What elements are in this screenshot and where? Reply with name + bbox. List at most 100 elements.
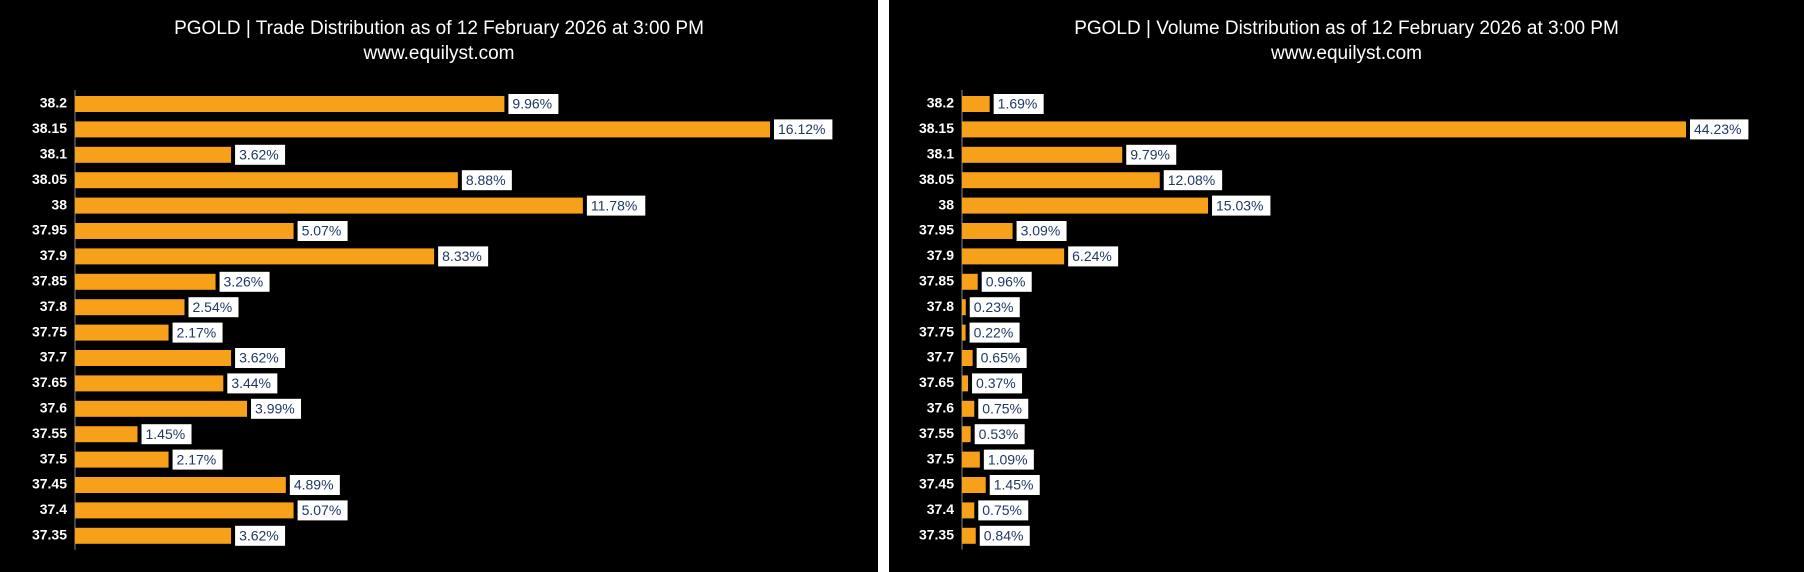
- data-label: 0.75%: [982, 401, 1022, 417]
- data-label-box: [1016, 221, 1067, 241]
- data-label-box: [1126, 144, 1177, 165]
- data-label-box: [1163, 170, 1223, 191]
- data-label: 4.89%: [294, 477, 334, 493]
- y-tick-label: 37.45: [32, 476, 67, 492]
- data-label: 2.54%: [193, 299, 233, 315]
- data-label: 3.62%: [239, 528, 279, 544]
- data-label: 0.37%: [976, 375, 1016, 391]
- data-label-box: [188, 297, 239, 318]
- data-label-box: [981, 271, 1032, 292]
- data-label-box: [979, 525, 1030, 546]
- y-tick-label: 37.75: [919, 323, 954, 339]
- data-label: 0.96%: [986, 274, 1026, 290]
- y-tick-label: 37.9: [40, 247, 67, 263]
- data-label: 1.09%: [988, 451, 1028, 467]
- data-label: 0.75%: [982, 502, 1022, 518]
- bar: [75, 502, 294, 519]
- bar: [962, 324, 966, 341]
- data-label-box: [586, 195, 646, 216]
- data-label: 2.17%: [177, 324, 217, 340]
- data-label: 16.12%: [778, 121, 825, 137]
- bar: [962, 223, 1013, 239]
- bar: [962, 400, 975, 417]
- y-tick-label: 37.8: [40, 298, 67, 314]
- y-tick-label: 37.7: [927, 349, 954, 365]
- bar: [75, 451, 169, 468]
- data-label-box: [235, 348, 286, 368]
- bar: [75, 248, 435, 265]
- data-label: 6.24%: [1072, 248, 1112, 264]
- y-tick-label: 37.95: [919, 222, 954, 238]
- bar: [75, 350, 232, 366]
- data-label: 3.62%: [239, 147, 279, 163]
- bar: [75, 223, 294, 239]
- data-label-box: [774, 119, 833, 140]
- data-label-box: [974, 424, 1025, 445]
- data-label: 44.23%: [1694, 121, 1741, 137]
- bar: [75, 146, 232, 163]
- data-label-box: [251, 398, 302, 419]
- bar: [962, 451, 980, 468]
- data-label: 2.17%: [177, 451, 217, 467]
- y-tick-label: 37.6: [40, 400, 67, 416]
- data-label: 5.07%: [302, 502, 342, 518]
- y-tick-label: 37.75: [32, 323, 67, 339]
- data-label-box: [297, 500, 348, 521]
- data-label: 8.33%: [442, 248, 482, 264]
- bar: [75, 273, 216, 290]
- bar: [75, 375, 224, 392]
- data-label: 0.23%: [974, 299, 1014, 315]
- y-tick-label: 37.55: [919, 425, 954, 441]
- y-tick-label: 37.65: [919, 374, 954, 390]
- y-tick-label: 38.2: [927, 95, 954, 111]
- data-label-box: [508, 94, 559, 114]
- y-tick-label: 37.55: [32, 425, 67, 441]
- data-label-box: [969, 297, 1020, 318]
- data-label: 0.84%: [984, 528, 1024, 544]
- bar: [75, 197, 583, 214]
- data-label-box: [978, 500, 1029, 521]
- data-label-box: [172, 449, 223, 470]
- data-label: 8.88%: [466, 172, 506, 188]
- data-label: 1.45%: [994, 477, 1034, 493]
- y-tick-label: 37.45: [919, 476, 954, 492]
- y-tick-label: 37.35: [919, 527, 954, 543]
- y-tick-label: 38.15: [919, 120, 954, 136]
- y-tick-label: 38: [938, 196, 954, 212]
- y-tick-label: 37.9: [927, 247, 954, 263]
- data-label-box: [438, 246, 489, 267]
- data-label: 3.99%: [255, 401, 295, 417]
- y-tick-label: 38.15: [32, 120, 67, 136]
- data-label: 3.09%: [1021, 223, 1061, 239]
- bar: [962, 121, 1686, 138]
- y-tick-label: 37.35: [32, 527, 67, 543]
- data-label-box: [978, 398, 1029, 419]
- y-tick-label: 37.85: [32, 273, 67, 289]
- bar: [962, 248, 1065, 265]
- bar: [75, 400, 248, 417]
- y-tick-label: 37.8: [927, 298, 954, 314]
- y-tick-label: 38.1: [927, 146, 954, 162]
- data-label: 3.62%: [239, 350, 279, 366]
- y-tick-label: 37.7: [40, 349, 67, 365]
- y-tick-label: 37.4: [40, 501, 67, 517]
- y-tick-label: 37.85: [919, 273, 954, 289]
- bar: [75, 121, 770, 138]
- data-label-box: [461, 170, 512, 191]
- bar: [962, 299, 966, 316]
- data-label-box: [227, 373, 278, 394]
- y-tick-label: 38.05: [919, 171, 954, 187]
- data-label-box: [235, 144, 286, 165]
- bar: [962, 96, 990, 112]
- data-label-box: [1690, 119, 1749, 140]
- bar: [75, 477, 286, 493]
- data-label: 1.69%: [998, 96, 1038, 112]
- data-label-box: [1068, 246, 1119, 267]
- bar: [75, 96, 505, 112]
- bar: [962, 350, 973, 366]
- data-label-box: [1212, 195, 1271, 216]
- data-label: 5.07%: [302, 223, 342, 239]
- y-tick-label: 37.5: [927, 450, 954, 466]
